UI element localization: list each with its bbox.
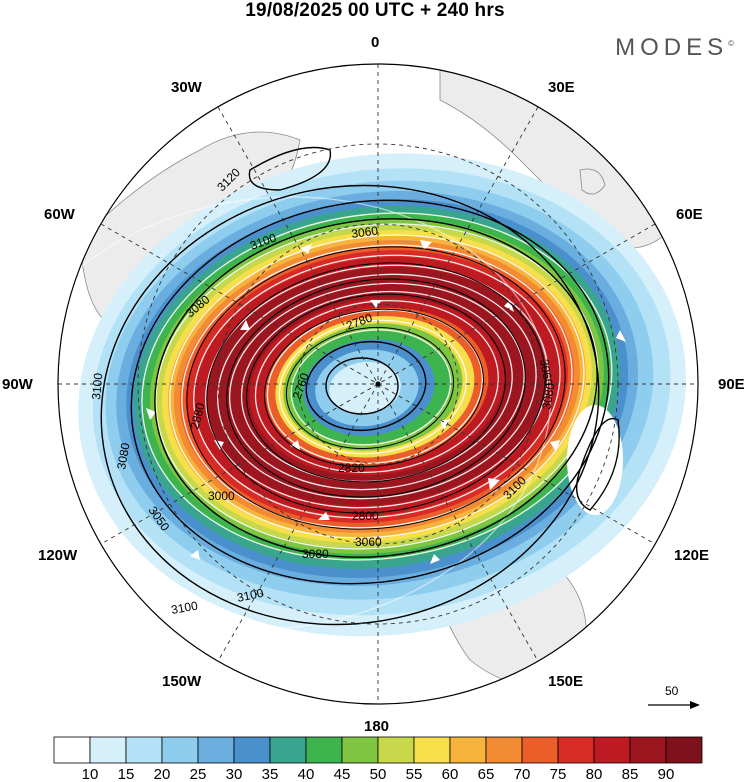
colorbar-tick-label: 65	[478, 766, 495, 782]
colorbar-swatch	[125, 736, 163, 764]
land-madagascar	[579, 168, 606, 195]
colorbar-swatch	[161, 736, 199, 764]
contour-2760	[325, 357, 399, 415]
contour-east-loop	[576, 417, 620, 511]
contour-3000	[186, 246, 566, 530]
band-15-inner	[329, 361, 401, 415]
colorbar-tick-label: 40	[298, 766, 315, 782]
lon-label-60w: 60W	[44, 206, 75, 223]
colorbar-tick-label: 60	[442, 766, 459, 782]
reference-vector-label: 50	[665, 684, 679, 698]
colorbar-swatch	[557, 736, 595, 764]
contour-2800	[285, 326, 455, 450]
contour-2960	[206, 262, 546, 514]
map-title: 19/08/2025 00 UTC + 240 hrs	[245, 0, 505, 21]
contour-3060	[154, 218, 598, 558]
lon-label-150e: 150E	[548, 673, 584, 690]
colorbar-tick-label: 35	[262, 766, 279, 782]
colorbar-swatch	[629, 736, 667, 764]
brand-mark: ©	[728, 39, 734, 48]
contour-2880	[246, 293, 506, 483]
lon-label-120e: 120E	[674, 547, 710, 564]
contour-label: 2820	[338, 461, 365, 475]
colorbar-swatch	[665, 736, 703, 764]
lon-label-90w: 90W	[2, 376, 33, 393]
colorbar-tick-label: 15	[118, 766, 135, 782]
contour-label: 3080	[302, 547, 329, 561]
contour-label: 2800	[352, 509, 379, 523]
colorbar-swatch	[413, 736, 451, 764]
colorbar-tick-label: 10	[82, 766, 99, 782]
lon-label-150w: 150W	[162, 673, 202, 690]
contour-label: 3100	[89, 372, 105, 400]
lon-label-120w: 120W	[38, 547, 78, 564]
contour-label: 3060	[355, 535, 382, 549]
colorbar-swatch	[341, 736, 379, 764]
colorbar-tick-label: 75	[550, 766, 567, 782]
colorbar-swatch	[593, 736, 631, 764]
colorbar-swatch	[485, 736, 523, 764]
contour-label: 3060	[537, 358, 555, 387]
colorbar-swatch	[377, 736, 415, 764]
contour-label: 2880	[187, 401, 208, 431]
contour-label: 3060	[350, 223, 379, 241]
map-field	[58, 64, 698, 704]
height-contours	[100, 146, 620, 626]
colorbar-tick-label: 80	[586, 766, 603, 782]
colorbar-tick-label: 55	[406, 766, 423, 782]
south-pole-marker	[375, 381, 381, 387]
contour-label: 3000	[208, 489, 235, 503]
colorbar-swatch	[269, 736, 307, 764]
contour-2780	[305, 340, 427, 432]
colorbar-swatch	[521, 736, 559, 764]
contour-2920	[226, 278, 526, 498]
brand-name: MODES	[615, 34, 729, 61]
contour-label: 3080	[539, 381, 557, 410]
wind-streamlines	[58, 196, 613, 631]
lon-label-90e: 90E	[718, 376, 745, 393]
contour-label: 3100	[170, 598, 199, 616]
colorbar-tick-label: 30	[226, 766, 243, 782]
contour-3080	[130, 199, 610, 585]
colorbar: 10 15 20 25 30 35 40 45 50 55 60 65 70 75 80 85 90	[53, 736, 703, 782]
lon-label-30w: 30W	[171, 79, 202, 96]
colorbar-tick-label: 20	[154, 766, 171, 782]
colorbar-tick-label: 85	[622, 766, 639, 782]
band-weak-east	[567, 405, 623, 515]
lon-label-60e: 60E	[676, 206, 703, 223]
contour-label: 3080	[114, 441, 132, 470]
contour-2840	[264, 308, 484, 468]
colorbar-swatch	[449, 736, 487, 764]
colorbar-tick-label: 45	[334, 766, 351, 782]
contour-3120	[248, 146, 332, 191]
colorbar-tick-label: 90	[658, 766, 675, 782]
lon-label-30e: 30E	[548, 79, 575, 96]
globe-boundary	[57, 63, 699, 705]
lon-label-0: 0	[371, 34, 380, 51]
colorbar-swatch	[53, 736, 91, 764]
colorbar-swatch	[197, 736, 235, 764]
contour-label: 3100	[236, 586, 265, 605]
colorbar-tick-label: 70	[514, 766, 531, 782]
colorbar-tick-label: 25	[190, 766, 207, 782]
colorbar-swatch	[89, 736, 127, 764]
brand-logo: MODES©	[615, 34, 734, 62]
reference-vector	[648, 701, 700, 709]
colorbar-swatch	[305, 736, 343, 764]
colorbar-swatch	[233, 736, 271, 764]
colorbar-tick-label: 50	[370, 766, 387, 782]
lon-label-180: 180	[364, 718, 390, 735]
